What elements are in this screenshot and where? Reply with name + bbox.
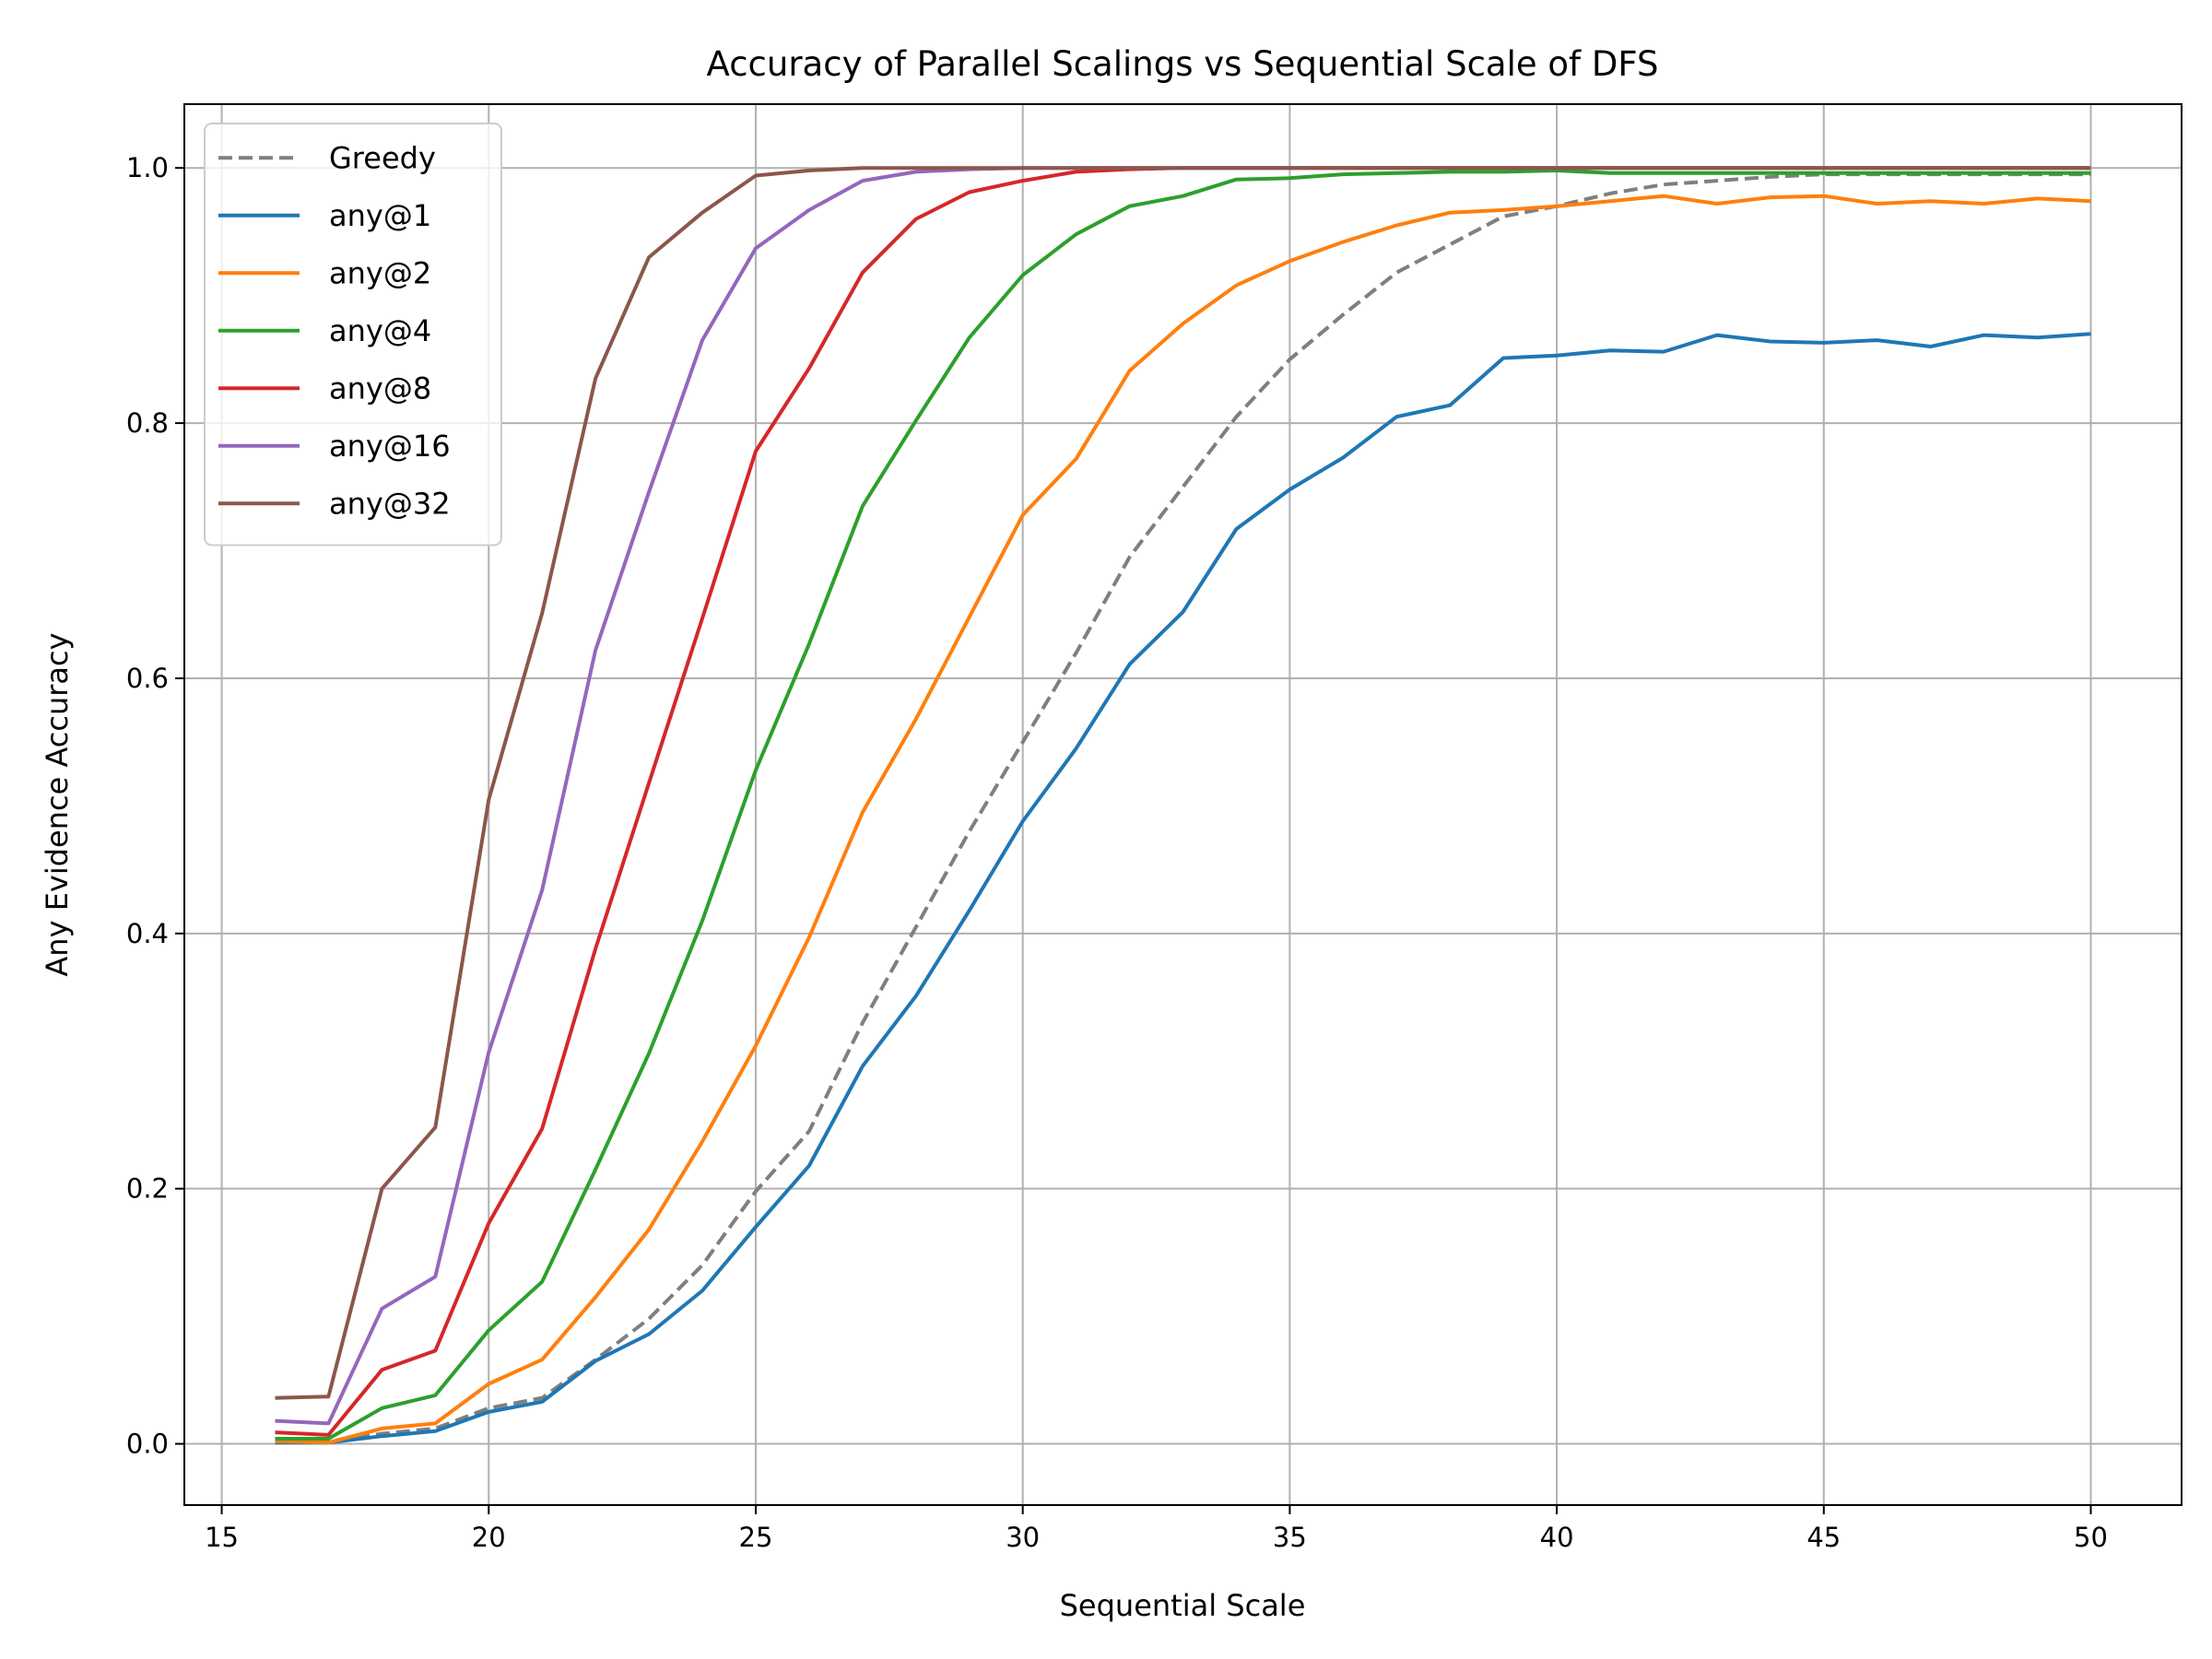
x-axis-title: Sequential Scale [1060, 1588, 1306, 1623]
x-tick-label: 25 [739, 1522, 773, 1553]
plot-frame [183, 103, 2183, 1506]
series-line-any-2 [275, 194, 2091, 1445]
y-axis-title: Any Evidence Accuracy [40, 632, 75, 976]
x-tick-label: 45 [1806, 1522, 1841, 1553]
legend-label: any@16 [329, 429, 451, 464]
y-tick-label: 1.0 [126, 152, 169, 183]
series-line-any-32 [275, 166, 2091, 1400]
x-tick-label: 15 [205, 1522, 239, 1553]
series-line-any-4 [275, 169, 2091, 1441]
series-line-any-1 [275, 332, 2091, 1445]
y-tick-label: 0.0 [126, 1429, 169, 1460]
legend-label: any@8 [329, 371, 431, 406]
y-tick-label: 0.4 [126, 918, 169, 949]
y-tick-label: 0.6 [126, 663, 169, 694]
legend-label: any@4 [329, 313, 431, 348]
legend-label: any@2 [329, 255, 431, 290]
x-tick-label: 30 [1006, 1522, 1040, 1553]
y-tick-label: 0.8 [126, 407, 169, 439]
legend-label: any@1 [329, 198, 431, 233]
legend-label: any@32 [329, 486, 451, 521]
chart-title: Accuracy of Parallel Scalings vs Sequent… [707, 44, 1659, 84]
legend-box [204, 123, 502, 547]
legend-label: Greedy [329, 140, 436, 175]
x-tick-label: 35 [1273, 1522, 1307, 1553]
x-tick-label: 40 [1540, 1522, 1574, 1553]
series-lines [275, 166, 2091, 1445]
x-tick-label: 20 [472, 1522, 506, 1553]
axis-ticks: 15 20 25 30 35 40 45 50 0.0 0.2 0.4 0.6 0.8 1.0 [126, 152, 2108, 1553]
x-tick-label: 50 [2074, 1522, 2108, 1553]
legend: Greedy any@1 any@2 any@4 any@8 any@16 any@32 [204, 123, 502, 547]
y-tick-label: 0.2 [126, 1173, 169, 1205]
